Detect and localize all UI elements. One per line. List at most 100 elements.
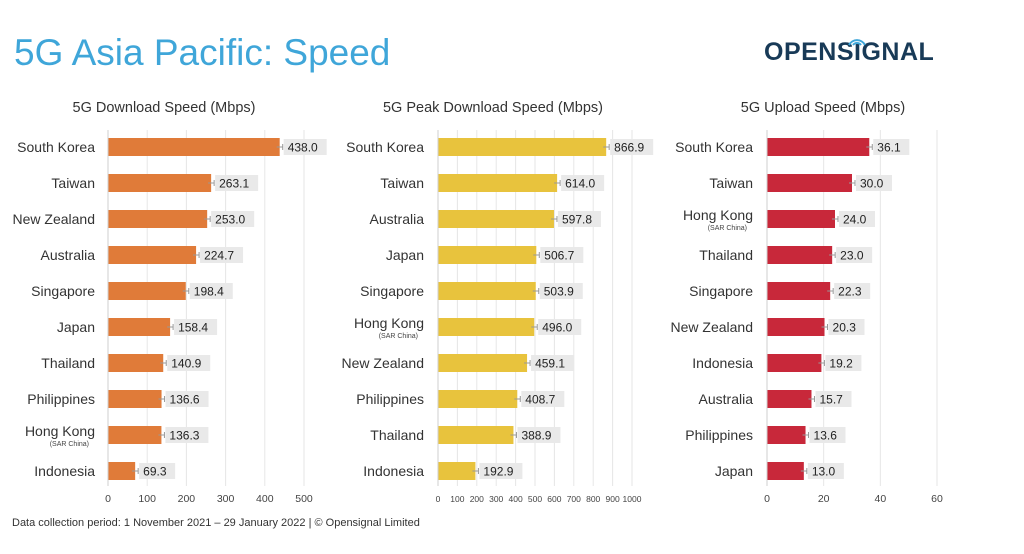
tick-label: 0 [105, 493, 111, 505]
bar [108, 318, 171, 336]
bar [767, 354, 822, 372]
category-label: New Zealand [671, 319, 754, 335]
chart-1: 5G Download Speed (Mbps) 0 100 200 300 400 500… [13, 100, 327, 505]
tick-label: 20 [818, 493, 830, 505]
tick-label: 0 [764, 493, 770, 505]
data-label-bg [856, 175, 892, 191]
data-label: 19.2 [829, 357, 853, 371]
tick-label: 200 [178, 493, 196, 505]
bar [438, 318, 535, 336]
bar [438, 138, 607, 156]
data-label-bg [828, 319, 865, 335]
tick-label: 700 [567, 494, 581, 504]
data-label: 15.7 [819, 393, 843, 407]
data-label-bg [531, 355, 575, 371]
data-label: 506.7 [544, 249, 574, 263]
bar [438, 426, 514, 444]
bar [767, 390, 812, 408]
data-label: 597.8 [562, 213, 592, 227]
bar [438, 174, 558, 192]
bar [108, 174, 212, 192]
data-label-bg [200, 247, 244, 263]
chart-title: 5G Peak Download Speed (Mbps) [383, 100, 603, 116]
data-label: 20.3 [833, 321, 857, 335]
bar [767, 462, 804, 480]
category-label: Thailand [41, 355, 95, 371]
brand-logo: OPENSIGNAL [764, 38, 935, 66]
bar [108, 282, 186, 300]
bar [767, 426, 806, 444]
category-label: Australia [699, 391, 754, 407]
category-label: Taiwan [709, 175, 753, 191]
tick-label: 300 [217, 493, 235, 505]
data-label: 30.0 [860, 177, 884, 191]
category-label: Indonesia [692, 355, 753, 371]
data-label-bg [825, 355, 862, 371]
data-label: 36.1 [877, 141, 901, 155]
bar [108, 462, 136, 480]
bar [438, 282, 536, 300]
chart-title: 5G Download Speed (Mbps) [73, 100, 256, 116]
bar [438, 354, 528, 372]
data-label-bg [189, 283, 233, 299]
tick-label: 500 [295, 493, 313, 505]
bar [767, 138, 870, 156]
bar [438, 390, 518, 408]
category-label: Thailand [370, 427, 424, 443]
category-label: Hong Kong [25, 423, 95, 439]
category-label: Japan [57, 319, 95, 335]
data-label: 388.9 [521, 429, 551, 443]
data-label-bg [521, 391, 565, 407]
data-label-bg [139, 463, 176, 479]
category-label: New Zealand [13, 211, 96, 227]
data-label: 13.0 [812, 465, 836, 479]
category-label: Taiwan [380, 175, 424, 191]
data-label: 496.0 [542, 321, 572, 335]
bar [108, 426, 162, 444]
data-label: 23.0 [840, 249, 864, 263]
category-label: South Korea [346, 139, 424, 155]
tick-label: 400 [509, 494, 523, 504]
data-label: 198.4 [194, 285, 224, 299]
category-label: Hong Kong [354, 315, 424, 331]
data-label: 263.1 [219, 177, 249, 191]
data-label: 224.7 [204, 249, 234, 263]
data-label-bg [839, 211, 875, 227]
footer-note: Data collection period: 1 November 2021 … [12, 517, 420, 529]
data-label: 438.0 [288, 141, 318, 155]
data-label: 22.3 [838, 285, 862, 299]
category-label: Hong Kong [683, 207, 753, 223]
bar [108, 138, 280, 156]
data-label: 408.7 [525, 393, 555, 407]
data-label: 24.0 [843, 213, 867, 227]
data-label-bg [809, 427, 846, 443]
category-label: Japan [386, 247, 424, 263]
data-label-bg [807, 463, 844, 479]
category-label: New Zealand [342, 355, 425, 371]
data-label-bg [873, 139, 910, 155]
category-label: Japan [715, 463, 753, 479]
category-label: Singapore [689, 283, 753, 299]
category-sublabel: (SAR China) [50, 441, 89, 448]
data-label: 459.1 [535, 357, 565, 371]
tick-label: 300 [489, 494, 503, 504]
category-label: Indonesia [363, 463, 424, 479]
category-label: South Korea [17, 139, 95, 155]
bar [767, 282, 831, 300]
data-label-bg [517, 427, 561, 443]
tick-label: 600 [547, 494, 561, 504]
data-label: 136.3 [169, 429, 199, 443]
data-label-bg [815, 391, 852, 407]
data-label: 253.0 [215, 213, 245, 227]
bar [108, 390, 162, 408]
category-label: Singapore [31, 283, 95, 299]
bar [438, 210, 554, 228]
tick-label: 0 [436, 494, 441, 504]
category-label: Thailand [699, 247, 753, 263]
tick-label: 800 [586, 494, 600, 504]
tick-label: 1000 [623, 494, 642, 504]
category-sublabel: (SAR China) [379, 333, 418, 340]
data-label: 13.6 [814, 429, 838, 443]
data-label: 158.4 [178, 321, 208, 335]
data-label-bg [610, 139, 654, 155]
